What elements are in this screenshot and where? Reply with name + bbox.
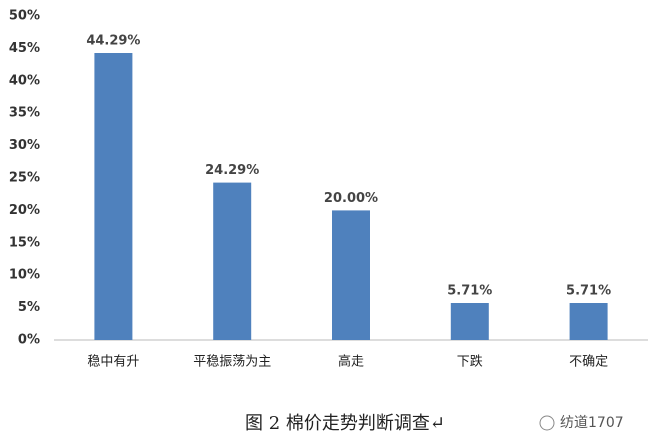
y-tick-label: 15% (9, 235, 40, 250)
x-tick-label: 下跌 (457, 354, 483, 370)
x-tick-label: 平稳振荡为主 (193, 354, 271, 370)
caption: 图 2 棉价走势判断调查↵ (245, 413, 445, 434)
bar (94, 53, 133, 341)
x-tick-label: 高走 (338, 354, 364, 370)
y-tick-label: 10% (9, 268, 40, 283)
y-tick-label: 30% (9, 138, 40, 153)
value-label: 5.71% (447, 283, 492, 298)
bar (450, 302, 489, 340)
y-tick-label: 25% (9, 171, 40, 186)
y-tick-label: 5% (18, 300, 40, 315)
bar (332, 210, 370, 340)
value-label: 5.71% (566, 283, 611, 298)
y-tick-label: 0% (18, 333, 40, 348)
x-tick-label: 不确定 (569, 355, 608, 370)
y-tick-label: 40% (9, 73, 40, 88)
watermark-icon (539, 415, 555, 431)
bar (569, 302, 608, 340)
value-label: 44.29% (86, 34, 140, 49)
y-tick-label: 35% (9, 106, 40, 121)
value-label: 24.29% (205, 163, 259, 178)
bar (213, 182, 252, 340)
x-tick-label: 稳中有升 (87, 354, 139, 370)
value-label: 20.00% (324, 191, 378, 206)
y-tick-label: 50% (9, 9, 40, 24)
y-tick-label: 20% (9, 203, 40, 218)
watermark: 纺道1707 (560, 415, 624, 431)
y-tick-label: 45% (9, 41, 40, 56)
